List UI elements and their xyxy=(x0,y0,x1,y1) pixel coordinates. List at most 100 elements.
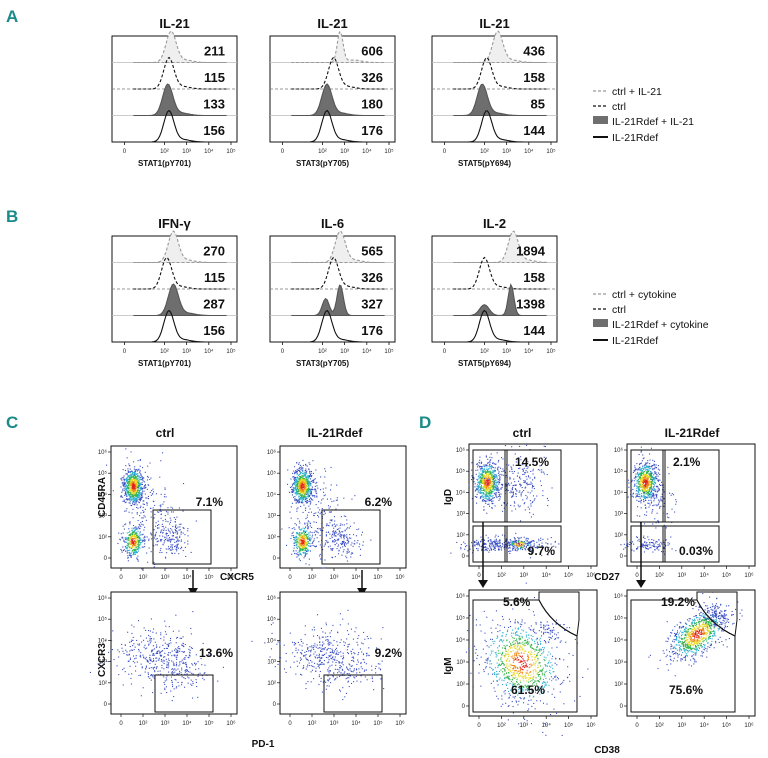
x-tick-label: 10⁴ xyxy=(524,348,534,355)
x-tick-label: 10⁶ xyxy=(586,722,596,729)
x-tick-label: 10³ xyxy=(182,149,191,155)
panel-letter-d: D xyxy=(419,413,431,432)
curve-ctrl xyxy=(133,56,227,90)
mfi-value: 1894 xyxy=(516,244,546,259)
x-tick-label: 10³ xyxy=(161,575,170,581)
curve-ctrl xyxy=(453,256,547,290)
event-cloud xyxy=(89,611,210,689)
gate-cxcr3-pd1 xyxy=(323,674,383,713)
y-tick-label: 10⁵ xyxy=(98,616,108,623)
y-tick-label: 10³ xyxy=(456,660,465,666)
panel-d-flow: ctrl IL-21Rdef IgD CD27 IgM CD38 0 0 10² 10… xyxy=(443,426,756,756)
y-tick-label: 0 xyxy=(462,554,466,560)
panel-c-flow: ctrl IL-21Rdef CD45RA CXCR5 CXCR3 PD-1 0… xyxy=(89,426,407,750)
x-tick-label: 10² xyxy=(480,149,489,155)
curve-def-stim xyxy=(453,83,547,117)
y-tick-label: 10⁴ xyxy=(267,491,277,498)
mfi-value: 158 xyxy=(523,270,545,285)
mfi-value: 144 xyxy=(523,323,545,338)
x-tick-label: 10³ xyxy=(340,349,349,355)
y-axis-label-igm: IgM xyxy=(443,657,454,674)
x-tick-label: 10⁵ xyxy=(564,722,574,729)
x-tick-label: 10³ xyxy=(519,723,528,729)
gate-igd-neg-cd27-pos xyxy=(662,525,720,563)
x-tick-label: 10³ xyxy=(330,575,339,581)
gate-igm-cd38-high xyxy=(696,591,738,637)
x-tick-label: 10⁴ xyxy=(204,148,214,155)
mfi-value: 158 xyxy=(523,70,545,85)
gate-percent: 7.1% xyxy=(196,495,224,509)
x-axis-label: STAT1(pY701) xyxy=(138,159,191,168)
y-tick-label: 0 xyxy=(620,704,624,710)
x-tick-label: 10⁶ xyxy=(744,722,754,729)
x-tick-label: 10² xyxy=(139,575,148,581)
x-tick-label: 10⁵ xyxy=(226,348,236,355)
y-tick-label: 10² xyxy=(614,682,623,688)
x-tick-label: 0 xyxy=(288,721,292,727)
x-tick-label: 10² xyxy=(655,723,664,729)
panel-letter-a: A xyxy=(6,7,18,26)
x-tick-label: 10⁵ xyxy=(384,148,394,155)
event-cloud xyxy=(117,520,146,570)
x-tick-label: 10⁴ xyxy=(351,720,361,727)
flow-plot-cd38-igm: 0 0 10² 10² 10³ 10³ 10⁴ 10⁴ 10⁵ 10⁵ 10⁶ 10⁶ 19.2% 75.… xyxy=(614,589,756,729)
panel-letter-c: C xyxy=(6,413,18,432)
x-tick-label: 10⁵ xyxy=(722,572,732,579)
y-tick-label: 10⁶ xyxy=(98,449,108,456)
curve-ctrl-stim xyxy=(133,30,227,64)
gate-percent: 14.5% xyxy=(515,455,549,469)
curve-ctrl-stim xyxy=(291,31,385,64)
y-tick-label: 10⁴ xyxy=(98,637,108,644)
plot-frame xyxy=(626,443,756,567)
x-tick-label: 10⁴ xyxy=(524,148,534,155)
plot-frame xyxy=(110,591,238,715)
mfi-value: 115 xyxy=(204,270,225,285)
x-tick-label: 10² xyxy=(497,723,506,729)
y-tick-label: 10² xyxy=(267,535,276,541)
legend-label: IL-21Rdef + IL-21 xyxy=(612,116,694,128)
curve-def xyxy=(133,109,227,143)
x-tick-label: 0 xyxy=(281,149,285,155)
x-tick-label: 10⁴ xyxy=(362,148,372,155)
y-tick-label: 10⁵ xyxy=(614,468,624,475)
x-axis-label-pd1: PD-1 xyxy=(252,739,275,750)
gate-percent: 2.1% xyxy=(673,455,701,469)
y-tick-label: 10⁵ xyxy=(614,615,624,622)
y-tick-label: 10³ xyxy=(614,512,623,518)
y-tick-label: 10³ xyxy=(98,660,107,666)
y-tick-label: 10⁶ xyxy=(614,593,624,600)
y-tick-label: 10² xyxy=(98,535,107,541)
event-cloud xyxy=(627,446,664,513)
curve-ctrl-stim xyxy=(133,230,227,264)
panel-a-legend: ctrl + IL-21 ctrl IL-21Rdef + IL-21 IL-2… xyxy=(593,86,694,144)
x-tick-label: 10⁵ xyxy=(722,722,732,729)
arrow-head-icon xyxy=(478,580,488,588)
x-tick-label: 10⁶ xyxy=(744,572,754,579)
y-tick-label: 10³ xyxy=(614,660,623,666)
x-tick-label: 10³ xyxy=(340,149,349,155)
gate-percent: 9.7% xyxy=(528,544,556,558)
event-cloud xyxy=(465,582,589,736)
gate-percent: 13.6% xyxy=(199,646,233,660)
curve-def-stim xyxy=(291,83,385,117)
curve-def xyxy=(453,110,547,143)
y-tick-label: 0 xyxy=(273,556,277,562)
panel-b-histograms: IFN-γ 270 115 287 156 0 10² 10³ 10⁴ 10⁵ STAT1(pY70… xyxy=(111,216,558,368)
x-tick-label: 10⁴ xyxy=(204,348,214,355)
plot-frame xyxy=(468,589,598,717)
gate-igd-pos-cd27-neg xyxy=(630,449,666,523)
x-tick-label: 10⁵ xyxy=(564,572,574,579)
x-tick-label: 10² xyxy=(497,573,506,579)
event-cloud xyxy=(286,520,322,566)
x-tick-label: 10⁵ xyxy=(546,348,556,355)
gate-igd-neg-cd27-pos xyxy=(504,525,562,563)
x-tick-label: 10⁴ xyxy=(700,722,710,729)
y-tick-label: 10⁴ xyxy=(614,489,624,496)
mfi-value: 180 xyxy=(361,97,383,112)
histogram-plot: IL-21 436 158 85 144 0 10² 10³ 10⁴ 10⁵ STAT5(pY694… xyxy=(431,16,558,168)
flow-plot-pd1-cxcr3: 0 0 10² 10² 10³ 10³ 10⁴ 10⁴ 10⁵ 10⁵ 10⁶ 10⁶ 13.6% xyxy=(89,591,238,727)
mfi-value: 156 xyxy=(203,123,225,138)
arrow-head-icon xyxy=(636,580,646,588)
gate-igd-pos-cd27-pos xyxy=(662,449,720,523)
y-tick-label: 0 xyxy=(104,702,108,708)
